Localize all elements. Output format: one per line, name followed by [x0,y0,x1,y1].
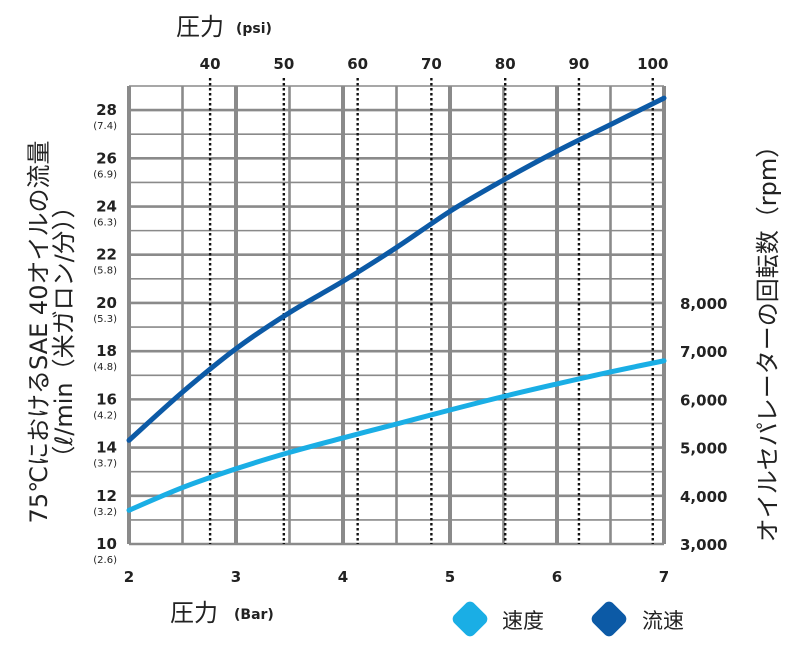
left-tick-label: 20 [96,294,117,312]
left-axis-title: 75℃におけるSAE 40オイルの流量 [25,141,53,524]
bottom-tick-label: 4 [338,568,348,586]
legend-marker-speed [452,601,488,637]
left-tick-label: 14 [96,439,117,457]
legend-marker-flow [591,601,627,637]
left-axis: 10 (2.6) 12 (3.2) 14 (3.7) 16 (4.2) 18 (4.8) 20 (5.… [93,101,117,566]
top-tick-label: 70 [421,55,442,73]
left-tick-sublabel: (4.8) [93,362,117,373]
bottom-tick-label: 6 [552,568,562,586]
legend-label-flow: 流速 [642,609,684,633]
left-tick-label: 22 [96,246,117,264]
left-tick-label: 16 [96,390,117,408]
top-tick-label: 80 [495,55,516,73]
left-tick-label: 10 [96,535,117,553]
left-tick-sublabel: (2.6) [93,555,117,566]
bottom-axis-unit: (Bar) [234,607,274,623]
right-tick-label: 3,000 [680,536,727,554]
left-tick-label: 28 [96,101,117,119]
right-axis: 3,000 4,000 5,000 6,000 7,000 8,000 [680,295,727,554]
top-tick-label: 60 [347,55,368,73]
top-tick-label: 100 [637,55,668,73]
bottom-axis: 2 3 4 5 6 7 [124,568,669,586]
top-axis-title: 圧力 [176,13,224,41]
series-lines [126,95,667,513]
right-tick-label: 5,000 [680,440,727,458]
left-tick-sublabel: (7.4) [93,121,117,132]
bottom-tick-label: 3 [231,568,241,586]
left-tick-sublabel: (5.3) [93,314,117,325]
series-line-flow [126,95,667,443]
right-tick-label: 4,000 [680,488,727,506]
left-tick-sublabel: (6.9) [93,169,117,180]
right-tick-label: 7,000 [680,343,727,361]
right-tick-label: 6,000 [680,391,727,409]
bottom-axis-title: 圧力 [170,599,218,627]
bottom-tick-label: 7 [659,568,669,586]
right-axis-title: オイルセパレーターの回転数（rpm） [754,134,782,542]
bottom-tick-label: 2 [124,568,134,586]
top-axis-unit: (psi) [236,21,272,37]
top-tick-label: 50 [273,55,294,73]
top-tick-label: 90 [568,55,589,73]
left-tick-label: 18 [96,342,117,360]
left-tick-label: 12 [96,487,117,505]
left-axis-title-unit: （ℓ/min（米ガロン/分）） [50,194,78,469]
right-tick-label: 8,000 [680,295,727,313]
top-axis: 40 50 60 70 80 90 100 [200,55,669,73]
bottom-tick-label: 5 [445,568,455,586]
left-tick-sublabel: (3.2) [93,507,117,518]
left-tick-sublabel: (4.2) [93,410,117,421]
legend: 速度 流速 [452,601,684,637]
grid [127,78,666,546]
top-tick-label: 40 [200,55,221,73]
left-tick-sublabel: (3.7) [93,459,117,470]
legend-label-speed: 速度 [502,609,544,633]
left-tick-sublabel: (6.3) [93,218,117,229]
left-tick-label: 24 [96,198,117,216]
series-line-speed [126,358,667,513]
left-tick-sublabel: (5.8) [93,266,117,277]
left-tick-label: 26 [96,149,117,167]
